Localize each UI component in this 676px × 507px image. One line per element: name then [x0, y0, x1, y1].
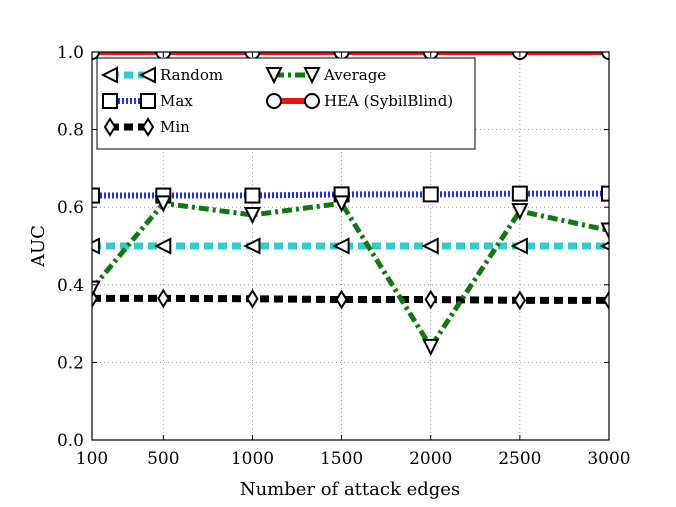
series-marker: [244, 187, 261, 204]
series-marker: [154, 195, 172, 213]
series-group: [92, 52, 609, 357]
axis-ticks: 100 500 1000 1500 2000 2500 3000 0.0 0.2 0.4 0.6 0.…: [57, 43, 631, 469]
legend-label: HEA (SybilBlind): [324, 92, 453, 110]
y-tick-label: 0.8: [57, 121, 84, 141]
series-marker: [303, 67, 321, 85]
series-marker: [100, 66, 118, 84]
series-marker: [421, 237, 439, 255]
legend-entry: HEA (SybilBlind): [266, 92, 453, 110]
series-marker: [266, 93, 282, 109]
x-tick-label: 100: [76, 449, 108, 469]
legend-label: Average: [323, 66, 386, 84]
y-tick-label: 1.0: [57, 43, 84, 63]
legend-entry: Random: [100, 66, 223, 84]
x-axis-label: Number of attack edges: [240, 479, 460, 500]
y-tick-label: 0.2: [57, 353, 84, 373]
plot-frame: [91, 51, 610, 441]
x-tick-label: 1500: [320, 449, 363, 469]
x-tick-label: 2000: [409, 449, 452, 469]
series-marker: [510, 237, 528, 255]
series-marker: [600, 222, 609, 240]
series-marker: [511, 203, 529, 221]
legend-label: Max: [160, 92, 193, 110]
y-tick-label: 0.4: [57, 276, 84, 296]
series-marker: [599, 241, 609, 251]
series-marker: [138, 66, 156, 84]
series-marker: [243, 237, 261, 255]
series-min: [92, 288, 609, 311]
series-marker: [103, 117, 117, 137]
x-tick-label: 500: [147, 449, 179, 469]
series-marker: [304, 93, 320, 109]
series-marker: [243, 206, 262, 225]
series-marker: [92, 187, 100, 204]
series-marker: [601, 52, 609, 60]
series-marker: [424, 289, 437, 310]
y-tick-label: 0.6: [57, 198, 84, 218]
y-axis-label: AUC: [28, 225, 49, 268]
legend-entry: Max: [102, 92, 193, 110]
series-marker: [422, 338, 440, 357]
series-marker: [154, 237, 172, 255]
legend-label: Min: [160, 118, 190, 136]
series-marker: [332, 237, 350, 255]
series-marker: [265, 67, 283, 85]
legend-entry: Average: [265, 66, 386, 85]
series-marker: [141, 117, 155, 137]
x-tick-label: 2500: [498, 449, 541, 469]
series-marker: [422, 186, 439, 203]
series-average: [92, 195, 609, 357]
series-marker: [246, 288, 259, 309]
series-random: [92, 237, 609, 255]
y-tick-label: 0.0: [57, 431, 84, 451]
series-marker: [102, 93, 118, 109]
series-marker: [332, 195, 351, 213]
series-marker: [511, 185, 528, 202]
series-marker: [601, 185, 609, 202]
series-marker: [92, 237, 100, 255]
series-marker: [335, 289, 348, 310]
series-marker: [513, 290, 527, 311]
x-tick-label: 3000: [587, 449, 630, 469]
series-marker: [602, 290, 609, 311]
legend-label: Random: [160, 66, 223, 84]
series-marker: [140, 93, 156, 109]
legend-entry: Min: [103, 117, 190, 137]
series-marker: [92, 52, 100, 60]
x-tick-label: 1000: [231, 449, 274, 469]
legend: Random Max Min Average HEA (SybilBlind): [96, 57, 476, 150]
series-marker: [157, 288, 170, 309]
series-line: [92, 200, 609, 352]
series-line: [92, 294, 609, 304]
